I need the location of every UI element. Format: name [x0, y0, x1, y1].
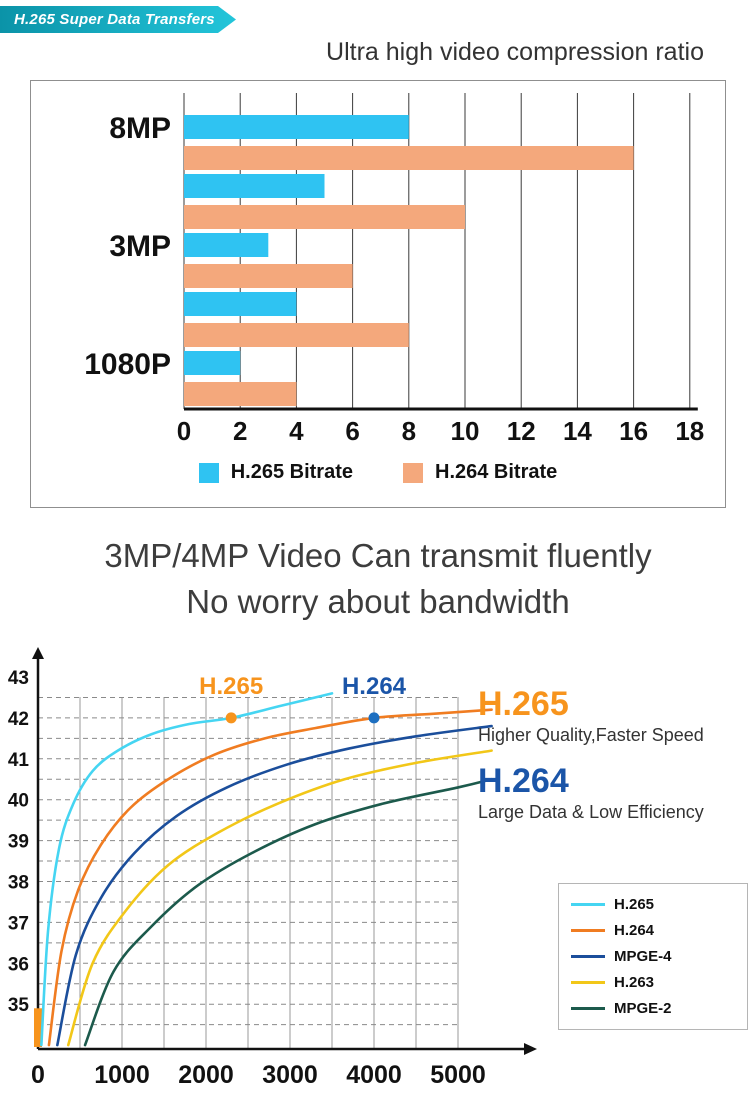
legend-item: H.265 — [571, 896, 735, 913]
bar-chart: 0 2 4 6 8 10 12 14 16 18 8MP 3MP 1080P H.265 Bitrate… — [30, 80, 726, 508]
h265-bitrate-swatch — [198, 462, 219, 483]
svg-text:H.265: H.265 — [199, 673, 263, 700]
line-chart-plot: 35 36 37 38 39 40 41 42 43 0 1000 2000 3000 4000 5000 H… — [8, 647, 537, 1089]
legend-label: MPGE-2 — [614, 1000, 672, 1017]
legend-item: H.264 — [571, 922, 735, 939]
svg-text:3MP: 3MP — [109, 230, 171, 263]
h265-panel-desc: Higher Quality,Faster Speed — [478, 725, 704, 745]
h264-bitrate-legend-label: H.264 Bitrate — [435, 461, 558, 483]
banner-ribbon: H.265 Super Data Transfers — [0, 6, 236, 33]
svg-text:6: 6 — [345, 416, 359, 446]
legend-item: MPGE-2 — [571, 1000, 735, 1017]
svg-text:1000: 1000 — [94, 1061, 150, 1089]
codec-comparison-panel: H.265 Higher Quality,Faster Speed H.264 … — [478, 685, 756, 839]
legend-line-swatch — [571, 1007, 605, 1010]
svg-text:14: 14 — [563, 416, 592, 446]
h265-bitrate-legend-label: H.265 Bitrate — [230, 461, 353, 483]
svg-text:36: 36 — [8, 954, 29, 975]
svg-text:5000: 5000 — [430, 1061, 486, 1089]
h264-panel-desc: Large Data & Low Efficiency — [478, 802, 704, 822]
legend-item: H.263 — [571, 974, 735, 991]
svg-text:3000: 3000 — [262, 1061, 318, 1089]
h264-panel-title: H.264 — [478, 762, 569, 800]
svg-text:35: 35 — [8, 995, 30, 1016]
legend-label: H.264 — [614, 922, 655, 939]
legend-label: H.263 — [614, 974, 655, 991]
line-chart-legend: H.265 H.264 MPGE-4 H.263 MPGE-2 — [558, 883, 748, 1030]
legend-line-swatch — [571, 929, 605, 932]
svg-text:2000: 2000 — [178, 1061, 234, 1089]
bar-chart-subtitle: Ultra high video compression ratio — [326, 38, 704, 66]
svg-text:0: 0 — [31, 1061, 45, 1089]
legend-label: MPGE-4 — [614, 948, 672, 965]
line-chart-section: 35 36 37 38 39 40 41 42 43 0 1000 2000 3000 4000 5000 H… — [0, 645, 756, 1109]
h264-bitrate-swatch — [403, 462, 423, 483]
svg-text:37: 37 — [8, 913, 29, 934]
heading-line-1: 3MP/4MP Video Can transmit fluently — [104, 537, 652, 574]
legend-line-swatch — [571, 903, 605, 906]
banner-title: H.265 Super Data Transfers — [14, 11, 215, 28]
legend-item: MPGE-4 — [571, 948, 735, 965]
svg-text:4000: 4000 — [346, 1061, 402, 1089]
svg-text:H.264: H.264 — [342, 673, 407, 700]
svg-text:40: 40 — [8, 791, 29, 812]
svg-text:1080P: 1080P — [84, 348, 171, 381]
svg-text:12: 12 — [507, 416, 536, 446]
svg-text:10: 10 — [451, 416, 480, 446]
heading-line-2: No worry about bandwidth — [186, 583, 570, 620]
bar-chart-plot: 0 2 4 6 8 10 12 14 16 18 8MP 3MP 1080P — [84, 93, 704, 446]
svg-text:8MP: 8MP — [109, 112, 171, 145]
svg-text:42: 42 — [8, 709, 29, 730]
svg-text:16: 16 — [619, 416, 648, 446]
legend-label: H.265 — [614, 896, 655, 913]
legend-line-swatch — [571, 981, 605, 984]
h265-panel-title: H.265 — [478, 685, 569, 723]
bar-chart-legend: H.265 Bitrate H.264 Bitrate — [31, 461, 725, 484]
svg-text:18: 18 — [675, 416, 704, 446]
svg-text:0: 0 — [177, 416, 191, 446]
svg-text:8: 8 — [402, 416, 416, 446]
svg-text:41: 41 — [8, 750, 30, 771]
svg-text:39: 39 — [8, 832, 29, 853]
svg-text:43: 43 — [8, 668, 29, 689]
svg-text:2: 2 — [233, 416, 247, 446]
svg-text:4: 4 — [289, 416, 304, 446]
svg-text:38: 38 — [8, 873, 29, 894]
legend-line-swatch — [571, 955, 605, 958]
section-heading: 3MP/4MP Video Can transmit fluently No w… — [0, 533, 756, 625]
